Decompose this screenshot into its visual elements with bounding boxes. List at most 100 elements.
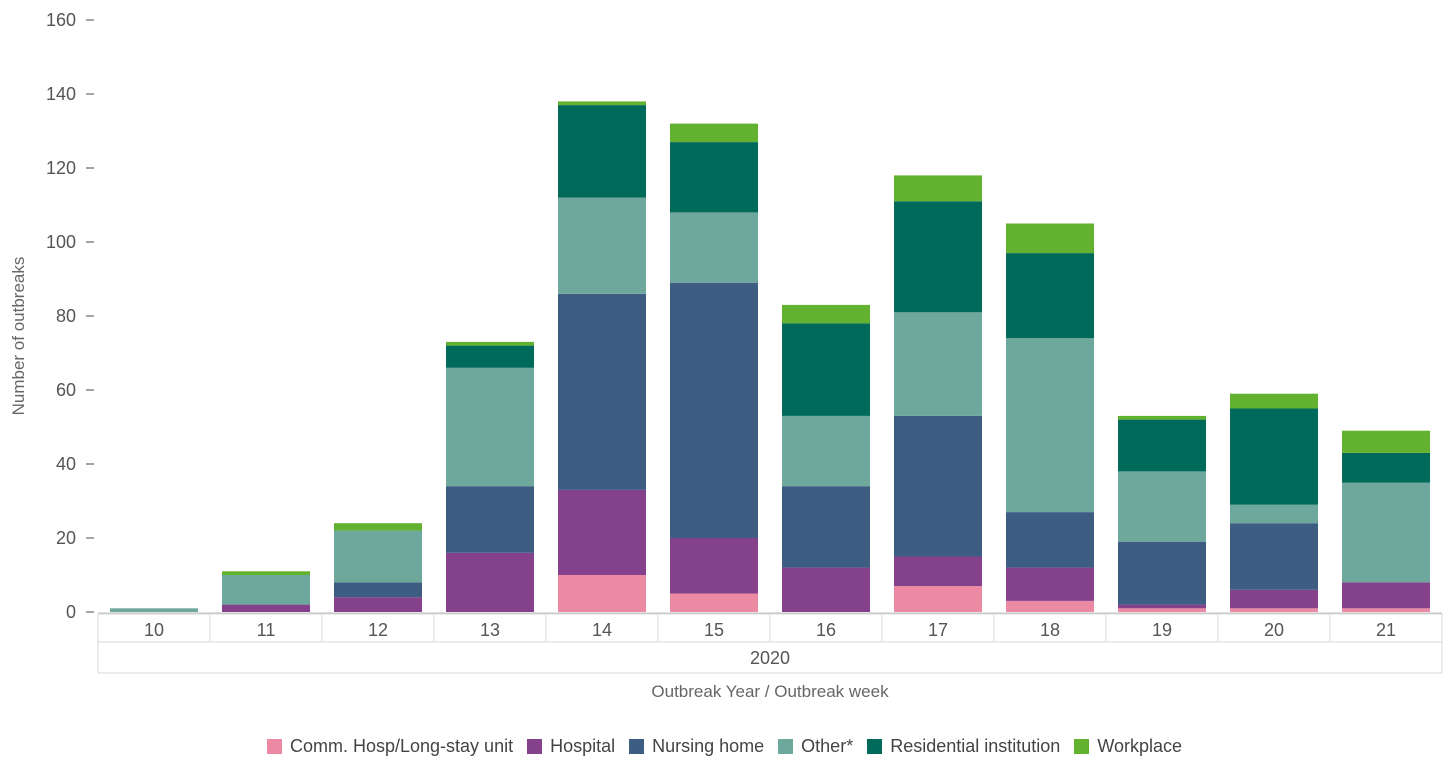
bar-segment <box>1342 452 1430 483</box>
bar-stack-week-11 <box>222 571 310 612</box>
x-tick-label: 16 <box>816 620 836 640</box>
x-tick-label: 19 <box>1152 620 1172 640</box>
bar-segment <box>1230 393 1318 409</box>
y-tick-label: 40 <box>56 454 76 474</box>
legend-item: Other* <box>778 736 853 757</box>
bar-stack-week-13 <box>446 341 534 612</box>
bar-segment <box>1006 338 1094 513</box>
bar-stack-week-19 <box>1118 415 1206 612</box>
bar-segment <box>446 345 534 368</box>
bar-segment <box>1230 608 1318 612</box>
bar-segment <box>670 212 758 283</box>
bar-segment <box>1342 608 1430 612</box>
bar-stack-week-15 <box>670 123 758 612</box>
bar-segment <box>222 604 310 612</box>
x-tick-label: 10 <box>144 620 164 640</box>
bar-segment <box>670 593 758 612</box>
legend-swatch <box>629 739 645 754</box>
legend-label: Comm. Hosp/Long-stay unit <box>289 736 514 756</box>
x-tick-label: 21 <box>1376 620 1396 640</box>
bar-segment <box>894 586 982 612</box>
x-tick-label: 12 <box>368 620 388 640</box>
bar-segment <box>1118 415 1206 420</box>
bar-segment <box>782 486 870 568</box>
bar-segment <box>1230 408 1318 505</box>
x-axis: 10 11 12 13 14 15 16 17 18 19 20 21 2020 <box>97 613 1443 674</box>
x-tick-label: 14 <box>592 620 612 640</box>
bar-segment <box>558 105 646 198</box>
bar-segment <box>558 293 646 490</box>
bar-segment <box>1230 589 1318 609</box>
bar-segment <box>894 175 982 202</box>
bar-segment <box>1006 253 1094 339</box>
bar-segment <box>558 575 646 612</box>
legend-label: Workplace <box>1097 736 1183 756</box>
bar-segment <box>894 415 982 557</box>
bar-segment <box>670 123 758 143</box>
bar-segment <box>558 489 646 575</box>
bar-segment <box>1230 523 1318 590</box>
bar-segment <box>1230 504 1318 524</box>
bar-segment <box>558 101 646 106</box>
bar-segment <box>782 323 870 416</box>
bar-stack-week-14 <box>558 101 646 612</box>
y-axis: 0 20 40 60 80 100 120 140 160 <box>46 10 94 622</box>
bar-segment <box>670 142 758 213</box>
bar-segment <box>1118 419 1206 472</box>
bar-segment <box>222 575 310 605</box>
bar-segment <box>558 197 646 294</box>
bar-segment <box>1342 482 1430 583</box>
bar-segment <box>222 571 310 575</box>
y-tick-label: 60 <box>56 380 76 400</box>
bars <box>98 101 1442 614</box>
legend: Comm. Hosp/Long-stay unit Hospital Nursing… <box>0 736 1449 757</box>
legend-label: Residential institution <box>890 736 1061 756</box>
legend-label: Hospital <box>550 736 616 756</box>
legend-swatch <box>266 739 282 754</box>
legend-swatch <box>1074 739 1090 754</box>
bar-stack-week-21 <box>1342 430 1430 612</box>
bar-segment <box>334 523 422 531</box>
legend-item: Workplace <box>1074 736 1182 757</box>
bar-segment <box>446 341 534 346</box>
bar-segment <box>446 367 534 487</box>
y-tick-label: 20 <box>56 528 76 548</box>
bar-segment <box>446 486 534 553</box>
bar-segment <box>1118 608 1206 612</box>
bar-segment <box>1006 512 1094 568</box>
bar-stack-week-20 <box>1230 393 1318 612</box>
x-tick-label: 20 <box>1264 620 1284 640</box>
x-axis-year-label: 2020 <box>750 648 790 668</box>
x-tick-label: 17 <box>928 620 948 640</box>
bar-segment <box>1006 567 1094 601</box>
bar-segment <box>334 582 422 598</box>
bar-stack-week-10 <box>110 608 198 612</box>
legend-label: Other* <box>801 736 854 756</box>
y-axis-title: Number of outbreaks <box>9 257 28 416</box>
y-tick-label: 160 <box>46 10 76 30</box>
bar-segment <box>1006 223 1094 254</box>
bar-segment <box>782 415 870 487</box>
bar-segment <box>894 201 982 313</box>
bar-segment <box>1118 471 1206 542</box>
bar-segment <box>670 282 758 538</box>
bar-segment <box>894 312 982 416</box>
legend-item: Nursing home <box>629 736 764 757</box>
x-tick-label: 13 <box>480 620 500 640</box>
bar-segment <box>782 304 870 324</box>
bar-segment <box>110 608 198 612</box>
x-tick-label: 11 <box>257 620 276 640</box>
bar-segment <box>334 597 422 612</box>
x-axis-title: Outbreak Year / Outbreak week <box>651 682 889 701</box>
legend-item: Comm. Hosp/Long-stay unit <box>266 736 514 757</box>
legend-item: Hospital <box>527 736 615 757</box>
bar-segment <box>1342 582 1430 609</box>
bar-segment <box>782 567 870 612</box>
legend-item: Residential institution <box>867 736 1060 757</box>
bar-segment <box>446 552 534 612</box>
y-tick-label: 140 <box>46 84 76 104</box>
stacked-bar-chart: 0 20 40 60 80 100 120 140 160 10 11 12 13 14 15 16 17 18… <box>9 10 1443 701</box>
bar-segment <box>1118 604 1206 609</box>
x-tick-label: 15 <box>704 620 724 640</box>
y-tick-label: 0 <box>66 602 76 622</box>
